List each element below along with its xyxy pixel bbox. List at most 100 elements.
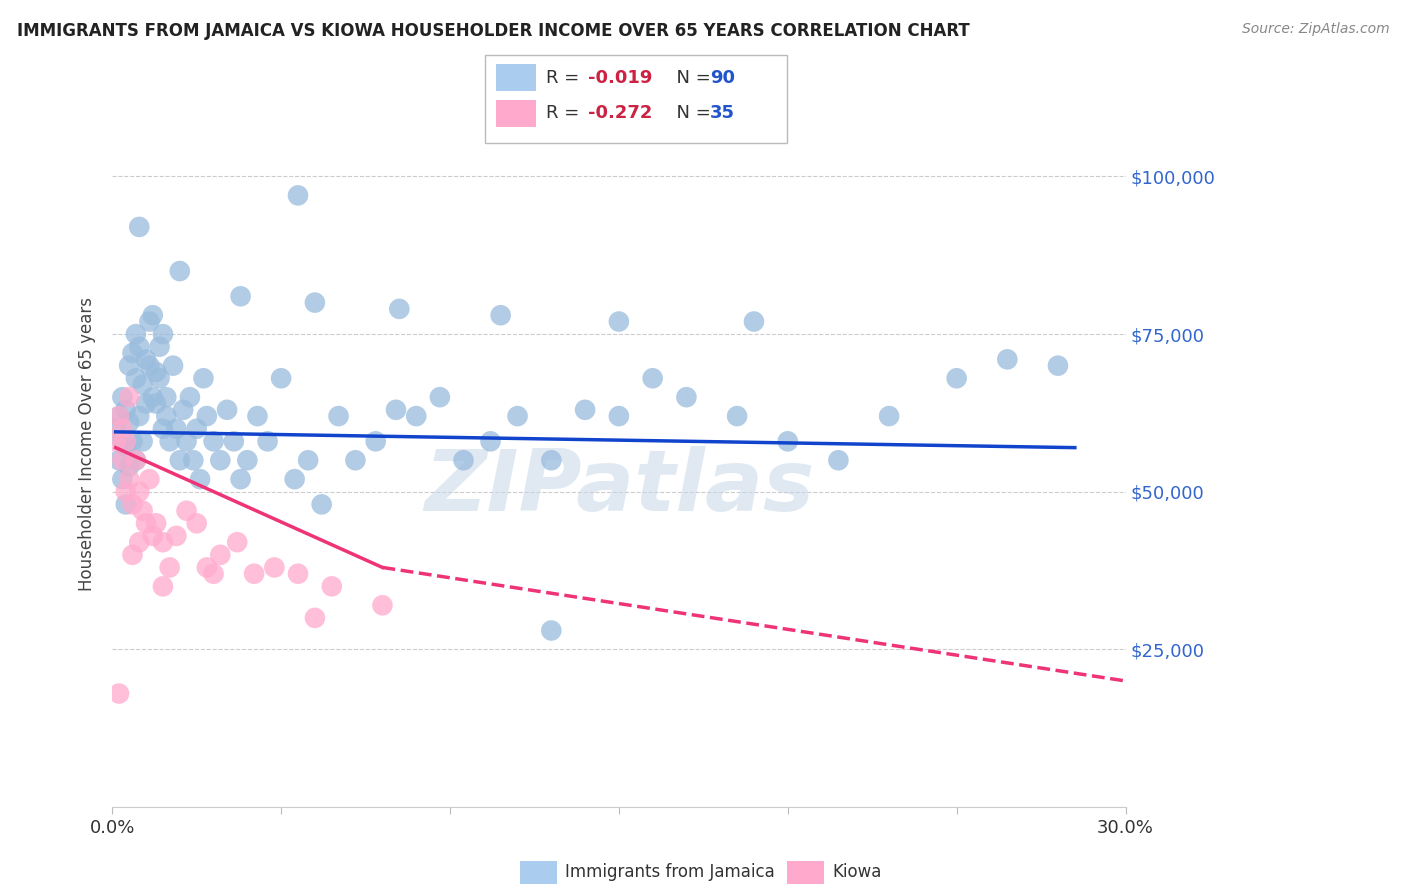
Point [429,390,451,404]
Point [311,497,333,511]
Point [945,371,967,385]
Point [256,434,278,449]
Point [195,409,218,423]
Text: R =: R = [546,69,585,87]
Point [121,548,143,562]
Point [142,529,165,543]
Point [128,535,150,549]
Point [118,390,141,404]
Point [179,390,201,404]
Point [1046,359,1069,373]
Text: N =: N = [665,69,717,87]
Point [148,340,170,354]
Point [111,472,134,486]
Point [111,390,134,404]
Point [229,289,252,303]
Point [111,453,134,467]
Point [453,453,475,467]
Point [202,434,225,449]
Point [186,422,208,436]
Point [328,409,350,423]
Point [118,472,141,486]
Point [287,188,309,202]
Point [169,264,191,278]
Point [159,434,181,449]
Point [995,352,1018,367]
Point [217,402,239,417]
Point [270,371,292,385]
Point [138,359,160,373]
Text: Immigrants from Jamaica: Immigrants from Jamaica [565,863,775,881]
Text: 90: 90 [710,69,735,87]
Point [776,434,799,449]
Text: -0.272: -0.272 [588,104,652,122]
Point [135,352,157,367]
Point [108,687,131,701]
Point [877,409,900,423]
Point [540,453,562,467]
Point [131,377,153,392]
Point [114,497,136,511]
Point [142,390,165,404]
Y-axis label: Householder Income Over 65 years: Householder Income Over 65 years [79,297,96,591]
Point [114,402,136,417]
Point [725,409,748,423]
Point [128,409,150,423]
Point [165,422,187,436]
Point [135,396,157,410]
Point [172,402,194,417]
Point [243,566,266,581]
Point [131,434,153,449]
Point [405,409,427,423]
Point [152,535,174,549]
Point [193,371,215,385]
Point [108,409,131,423]
Point [209,453,232,467]
Point [118,416,141,430]
Point [675,390,697,404]
Point [506,409,529,423]
Point [479,434,502,449]
Point [104,422,127,436]
Text: IMMIGRANTS FROM JAMAICA VS KIOWA HOUSEHOLDER INCOME OVER 65 YEARS CORRELATION CH: IMMIGRANTS FROM JAMAICA VS KIOWA HOUSEHO… [17,22,970,40]
Point [169,453,191,467]
Point [344,453,367,467]
Text: Source: ZipAtlas.com: Source: ZipAtlas.com [1241,22,1389,37]
Point [159,560,181,574]
Text: Kiowa: Kiowa [832,863,882,881]
Point [121,497,143,511]
Point [236,453,259,467]
Point [364,434,387,449]
Point [246,409,269,423]
Point [155,409,177,423]
Point [145,396,167,410]
Point [827,453,849,467]
Point [371,599,394,613]
Point [108,409,131,423]
Point [125,327,148,342]
Point [152,579,174,593]
Point [229,472,252,486]
Point [607,314,630,328]
Point [128,340,150,354]
Point [162,359,184,373]
Point [114,484,136,499]
Point [287,566,309,581]
Point [263,560,285,574]
Point [135,516,157,531]
Point [284,472,307,486]
Point [321,579,343,593]
Point [155,390,177,404]
Point [128,484,150,499]
Point [304,295,326,310]
Point [297,453,319,467]
Text: -0.019: -0.019 [588,69,652,87]
Point [111,434,134,449]
Point [188,472,211,486]
Point [114,441,136,455]
Point [152,327,174,342]
Point [226,535,249,549]
Point [121,434,143,449]
Point [388,301,411,316]
Point [202,566,225,581]
